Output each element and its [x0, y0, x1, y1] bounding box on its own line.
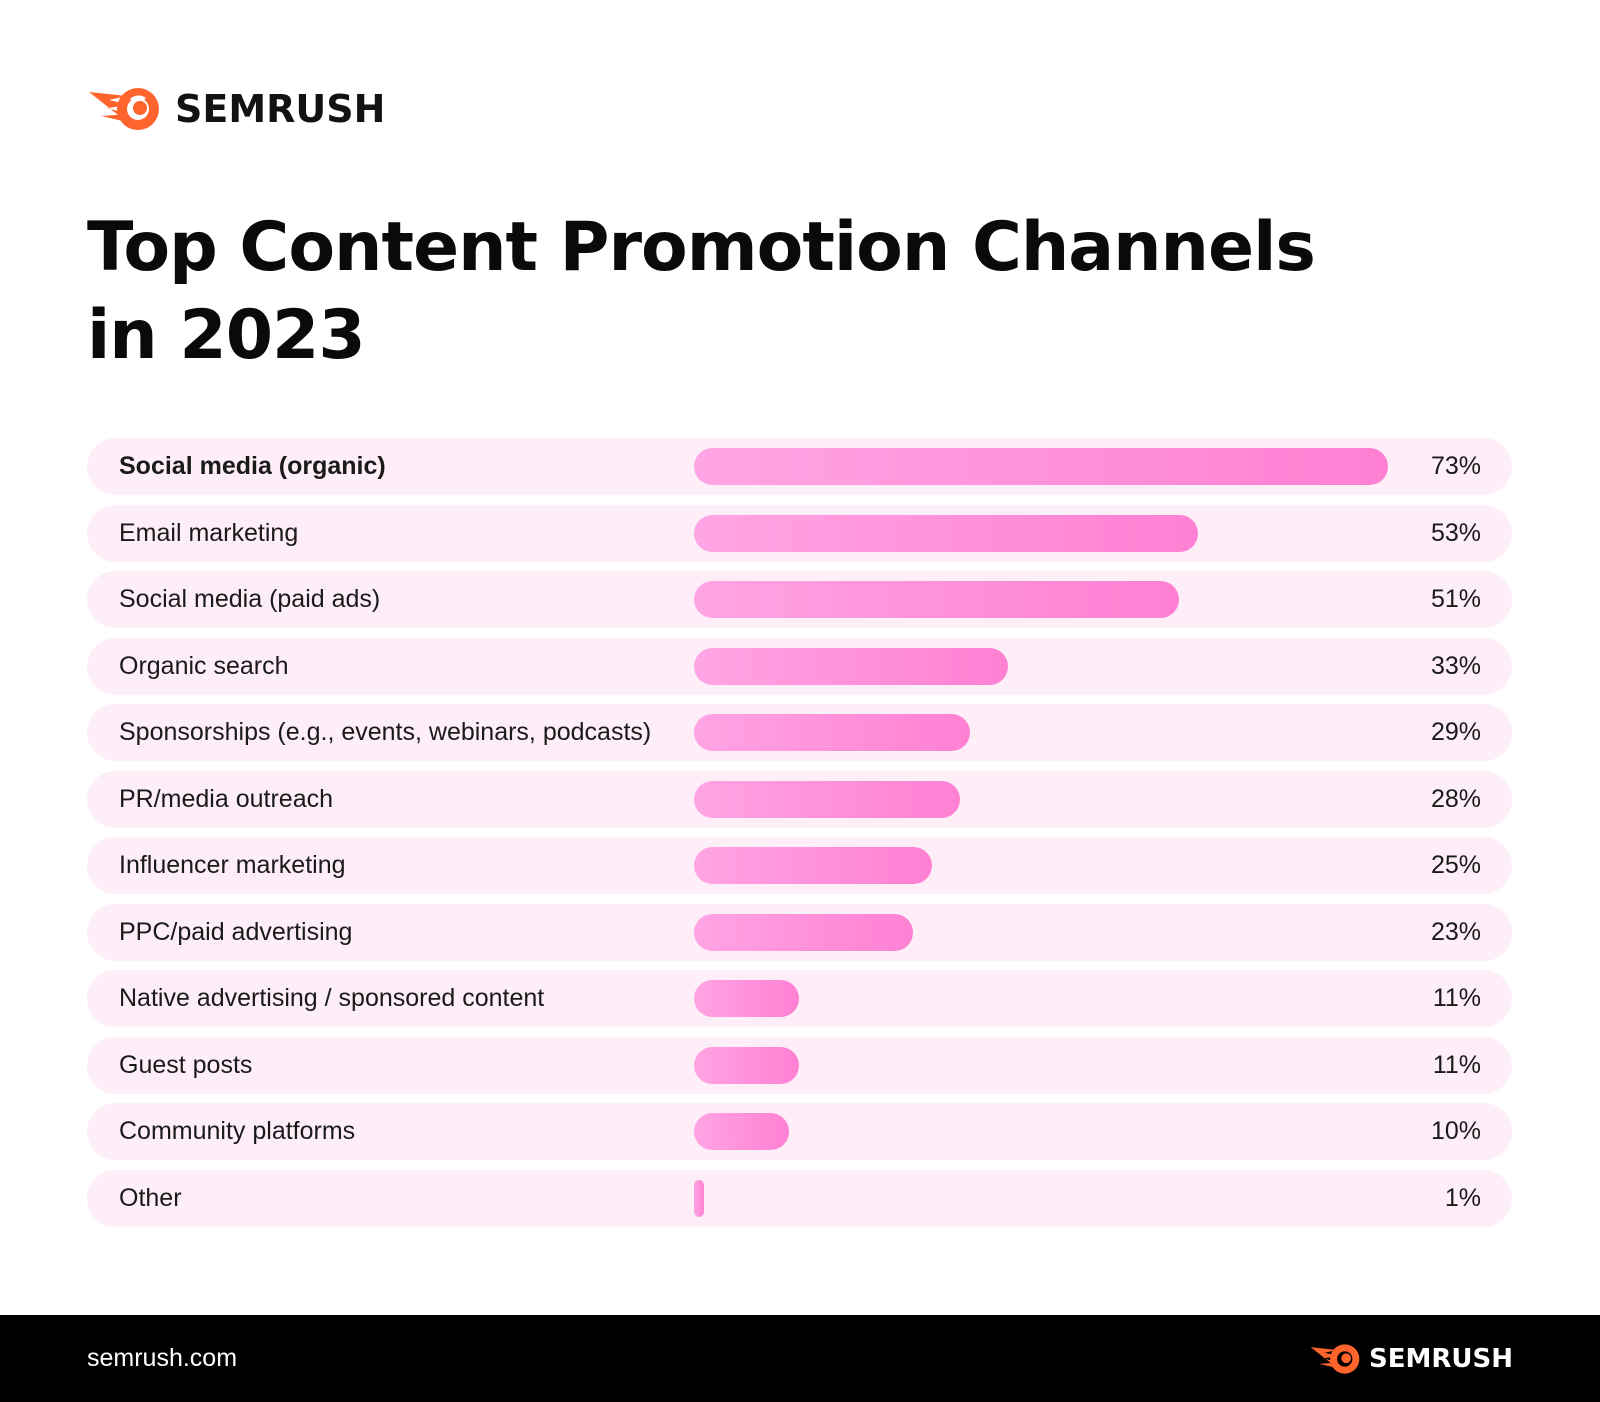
value-label: 10%: [1430, 1117, 1481, 1145]
bar: [694, 980, 799, 1017]
category-label: Native advertising / sponsored content: [119, 984, 545, 1012]
chart-row: Community platforms 10%: [87, 1103, 1512, 1160]
value-label: 23%: [1430, 917, 1481, 946]
value-label: 33%: [1430, 651, 1481, 680]
chart-row: Social media (paid ads) 51%: [87, 571, 1512, 628]
bar-chart: Social media (organic) 73% Email marketing…: [87, 438, 1512, 1236]
chart-row: Guest posts 11%: [87, 1036, 1512, 1094]
brand-name: SEMRUSH: [175, 87, 386, 131]
category-label: Other: [119, 1183, 182, 1212]
category-label: Organic search: [119, 651, 289, 680]
value-label: 73%: [1430, 452, 1481, 480]
semrush-logo: SEMRUSH: [87, 86, 385, 132]
value-label: 25%: [1430, 851, 1481, 879]
semrush-comet-icon: [1310, 1344, 1360, 1374]
footer-logo: SEMRUSH: [1309, 1343, 1513, 1375]
chart-row: Native advertising / sponsored content 11…: [87, 970, 1512, 1027]
value-label: 11%: [1432, 984, 1481, 1012]
chart-row: Influencer marketing 25%: [87, 837, 1512, 894]
footer-url[interactable]: semrush.com: [87, 1344, 238, 1372]
value-label: 29%: [1430, 718, 1481, 746]
bar: [694, 647, 1008, 685]
value-label: 53%: [1430, 518, 1481, 547]
value-label: 1%: [1444, 1183, 1481, 1212]
category-label: Email marketing: [119, 518, 299, 547]
bar: [694, 1113, 790, 1150]
category-label: Social media (paid ads): [119, 585, 381, 613]
value-label: 51%: [1430, 585, 1481, 613]
semrush-comet-icon: [89, 88, 159, 130]
chart-row: Organic search 33%: [87, 637, 1512, 695]
bar: [694, 514, 1198, 552]
category-label: PR/media outreach: [119, 784, 334, 813]
category-label: Social media (organic): [119, 452, 386, 480]
bar: [694, 913, 913, 951]
bar: [694, 448, 1388, 485]
bar: [694, 780, 961, 818]
chart-row: Other 1%: [87, 1169, 1512, 1227]
chart-row: Social media (organic) 73%: [87, 438, 1512, 495]
category-label: PPC/paid advertising: [119, 917, 353, 946]
category-label: Sponsorships (e.g., events, webinars, po…: [119, 718, 652, 746]
bar: [694, 847, 932, 884]
chart-title: Top Content Promotion Channels in 2023: [87, 208, 1316, 375]
footer: semrush.com SEMRUSH: [0, 1315, 1600, 1402]
chart-row: PPC/paid advertising 23%: [87, 903, 1512, 961]
chart-row: Email marketing 53%: [87, 504, 1512, 562]
bar: [694, 714, 970, 751]
chart-row: PR/media outreach 28%: [87, 770, 1512, 828]
value-label: 11%: [1432, 1050, 1481, 1079]
category-label: Guest posts: [119, 1050, 253, 1079]
bar: [694, 1179, 704, 1217]
footer-brand-name: SEMRUSH: [1369, 1344, 1513, 1374]
chart-row: Sponsorships (e.g., events, webinars, po…: [87, 704, 1512, 761]
bar: [694, 1046, 799, 1084]
bar: [694, 581, 1179, 618]
category-label: Community platforms: [119, 1117, 356, 1145]
category-label: Influencer marketing: [119, 851, 346, 879]
value-label: 28%: [1430, 784, 1481, 813]
